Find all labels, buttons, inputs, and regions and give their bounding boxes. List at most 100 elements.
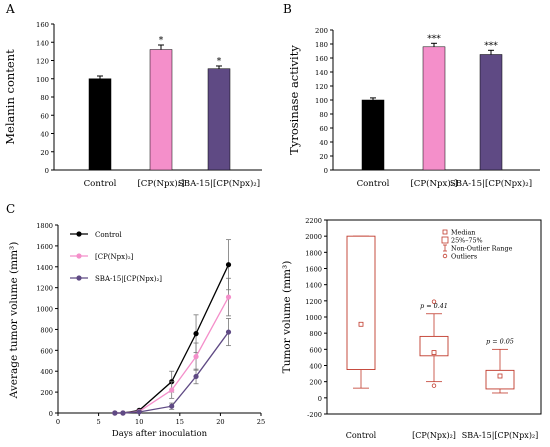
panel-B-y-tick-label: 80 xyxy=(319,111,328,119)
panel-D-p-value: p = 0.05 xyxy=(486,337,514,345)
panel-B-significance-label: *** xyxy=(484,41,498,51)
panel-C-x-axis-label: Days after inoculation xyxy=(112,429,208,439)
panel-C-y-tick-label: 1400 xyxy=(36,264,53,272)
series-2-point xyxy=(225,329,232,335)
legend-box-icon xyxy=(441,236,449,244)
series-1-point xyxy=(169,387,175,393)
panel-B-y-axis-label: Tyrosinase activity xyxy=(287,45,301,155)
panel-A-y-tick-label: 20 xyxy=(40,149,49,157)
panel-D-y-tick-label: 800 xyxy=(309,330,322,338)
panel-C-y-tick-label: 800 xyxy=(40,326,53,334)
panel-C-y-axis-label: Average tumor volume (mm³) xyxy=(8,242,20,400)
series-0-point xyxy=(193,331,199,337)
panel-A-bar xyxy=(88,78,112,171)
series-2-point xyxy=(120,410,126,416)
panel-C-y-tick-label: 400 xyxy=(40,368,53,376)
legend-outlier-icon xyxy=(442,253,448,259)
panel-A-y-tick-label: 0 xyxy=(45,167,49,175)
panel-A-significance-label: * xyxy=(217,57,222,67)
panel-C-x-tick-label: 10 xyxy=(135,418,143,426)
panel-C-x-tick-label: 15 xyxy=(176,418,184,426)
panel-A-significance-label: * xyxy=(159,36,164,46)
panel-C-y-tick-label: 0 xyxy=(49,410,53,418)
panel-B-y-tick-label: 160 xyxy=(315,55,328,63)
panel-D-y-tick-label: 2000 xyxy=(305,233,322,241)
legend-swatch-marker xyxy=(76,253,82,259)
legend-swatch-marker xyxy=(76,231,82,237)
panel-B-bar xyxy=(479,54,503,171)
panel-A-y-tick-label: 40 xyxy=(40,131,49,139)
panel-D-y-tick-label: 0 xyxy=(318,395,322,403)
panel-D-category-label: Control xyxy=(346,431,377,440)
panel-A-category-label: [CP(Npx)₂] xyxy=(137,178,184,189)
panel-D-y-tick-label: 1800 xyxy=(305,249,322,257)
panel-D-y-axis-label: Tumor volume (mm³) xyxy=(281,261,293,374)
panel-B-y-tick-label: 20 xyxy=(319,153,328,161)
panel-D-y-tick-label: 2200 xyxy=(305,217,322,225)
panel-A-y-tick-label: 80 xyxy=(40,94,49,102)
panel-B-category-label: Control xyxy=(357,179,390,189)
panel-A-y-tick-label: 120 xyxy=(36,58,49,66)
panel-C-x-tick-label: 5 xyxy=(96,418,100,426)
panel-A-category-label: SBA-15|[CP(Npx)₂] xyxy=(178,178,260,189)
panel-D-box xyxy=(346,235,376,370)
panel-C-x-tick-label: 25 xyxy=(257,418,265,426)
panel-B-bar xyxy=(422,46,446,171)
legend-label: Non-Outlier Range xyxy=(451,245,513,253)
series-1-point xyxy=(225,294,232,300)
panel-letter-C: C xyxy=(6,202,15,216)
panel-D-category-label: [CP(Npx)₂] xyxy=(412,431,456,440)
legend-swatch-marker xyxy=(76,275,82,281)
panel-B-bar xyxy=(361,99,385,171)
panel-A-y-tick-label: 100 xyxy=(36,76,49,84)
panel-D-outlier xyxy=(431,299,437,304)
panel-A-category-label: Control xyxy=(84,179,117,189)
panel-B-category-label: SBA-15|[CP(Npx)₂] xyxy=(450,178,532,189)
panel-B-y-tick-label: 60 xyxy=(319,125,328,133)
panel-B-y-tick-label: 120 xyxy=(315,83,328,91)
series-2-point xyxy=(112,410,118,416)
legend-label: Median xyxy=(451,229,475,237)
panel-A-bar xyxy=(207,68,231,171)
panel-D-box xyxy=(485,369,515,390)
panel-A-y-axis-label: Melanin content xyxy=(3,49,17,145)
panel-B-significance-label: *** xyxy=(427,34,441,44)
panel-C-y-tick-label: 600 xyxy=(40,347,53,355)
panel-A-bar xyxy=(149,49,173,171)
panel-C-y-tick-label: 200 xyxy=(40,389,53,397)
panel-B-y-tick-label: 40 xyxy=(319,139,328,147)
panel-B-category-label: [CP(Npx)₂] xyxy=(410,178,457,189)
panel-D-p-value: p = 0.41 xyxy=(420,302,448,310)
legend-label: 25%–75% xyxy=(451,237,483,245)
legend-label: SBA-15|[CP(Npx)₂] xyxy=(95,275,162,283)
panel-C-x-tick-label: 20 xyxy=(216,418,224,426)
panel-C-y-tick-label: 1600 xyxy=(36,243,53,251)
panel-B-y-tick-label: 0 xyxy=(324,167,328,175)
panel-D-y-tick-label: 1400 xyxy=(305,282,322,290)
panel-D-box xyxy=(419,335,449,357)
panel-D-outlier xyxy=(431,383,437,388)
panel-letter-A: A xyxy=(5,2,15,16)
series-1-point xyxy=(193,354,199,360)
panel-C-x-tick-label: 0 xyxy=(56,418,60,426)
legend-median-icon xyxy=(442,229,448,235)
panel-A-y-tick-label: 140 xyxy=(36,39,49,47)
panel-letter-B: B xyxy=(283,2,292,16)
series-2-point xyxy=(136,409,142,415)
panel-B-y-tick-label: 100 xyxy=(315,97,328,105)
legend-label: Outliers xyxy=(451,253,477,261)
panel-D-y-tick-label: 1000 xyxy=(305,314,322,322)
panel-D-y-tick-label: 1200 xyxy=(305,298,322,306)
panel-D-y-tick-label: -200 xyxy=(307,411,322,419)
legend-label: [CP(Npx)₂] xyxy=(95,253,134,261)
panel-C-y-tick-label: 1200 xyxy=(36,285,53,293)
panel-D-median-marker xyxy=(497,373,503,379)
legend-label: Control xyxy=(95,231,122,239)
panel-D-y-tick-label: 1600 xyxy=(305,266,322,274)
panel-B-y-tick-label: 180 xyxy=(315,41,328,49)
series-2-point xyxy=(169,403,175,409)
panel-B-y-tick-label: 200 xyxy=(315,27,328,35)
series-0-point xyxy=(225,262,232,268)
panel-D-category-label: SBA-15|[CP(Npx)₂] xyxy=(462,431,539,440)
